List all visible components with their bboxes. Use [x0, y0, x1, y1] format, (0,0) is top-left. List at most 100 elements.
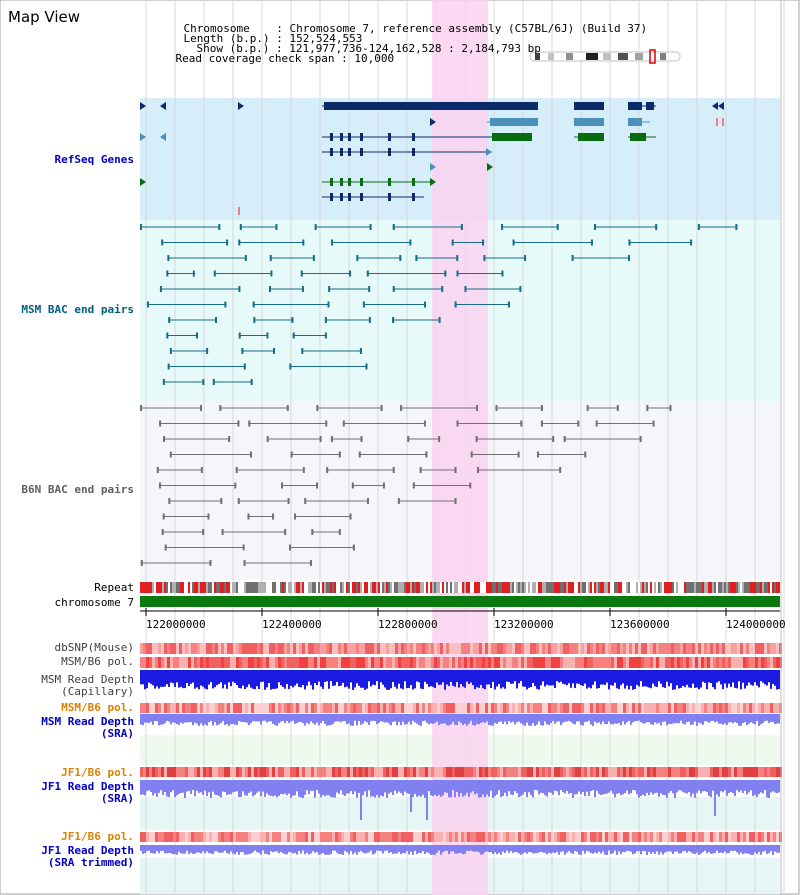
- b6n-bac-end: [287, 498, 290, 504]
- msm-pol2-strip: [329, 703, 332, 713]
- track-label-refseq[interactable]: RefSeq Genes: [54, 153, 134, 166]
- jf1-pol2-strip: [584, 832, 587, 842]
- msm-sra-depth-bar: [456, 714, 458, 725]
- msm-sra-depth-bar: [764, 714, 766, 721]
- msm-cap-depth-bar: [652, 670, 654, 684]
- jf1-sra-depth-bar: [546, 780, 548, 797]
- track-label-b6n-bac[interactable]: B6N BAC end pairs: [21, 483, 134, 496]
- jf1-trim-depth-bar: [526, 845, 528, 854]
- msm-cap-depth-bar: [286, 670, 288, 685]
- msm-pol-strip: [170, 657, 173, 668]
- jf1-trim-depth-bar: [718, 845, 720, 854]
- msm-cap-depth-bar: [242, 670, 244, 686]
- msm-sra-depth-bar: [530, 714, 532, 726]
- jf1-sra-depth-bar: [434, 780, 436, 795]
- msm-sra-depth-bar: [760, 714, 762, 725]
- jf1-pol-strip: [452, 767, 455, 777]
- msm-sra-depth-bar: [692, 714, 694, 725]
- jf1-trim-depth-bar: [342, 845, 344, 855]
- jf1-pol2-strip: [638, 832, 641, 842]
- msm-sra-depth-bar: [626, 714, 628, 723]
- b6n-bac-end: [577, 420, 580, 427]
- jf1-sra-depth-bar: [192, 780, 194, 790]
- msm-cap-depth-bar: [340, 670, 342, 686]
- jf1-pol2-strip: [719, 832, 722, 842]
- jf1-sra-depth-bar: [520, 780, 522, 797]
- msm-cap-depth-bar: [164, 670, 166, 687]
- msm-pol-strip: [212, 657, 215, 668]
- jf1-pol2-strip: [194, 832, 197, 842]
- jf1-trim-depth-bar: [436, 845, 438, 853]
- msm-bac-end: [202, 379, 205, 385]
- msm-sra-depth-bar: [490, 714, 492, 726]
- jf1-pol2-strip: [467, 832, 470, 842]
- msm-cap-depth-bar: [236, 670, 238, 686]
- jf1-sra-depth-bar: [466, 780, 468, 793]
- jf1-pol-strip: [161, 767, 164, 777]
- msm-sra-depth-bar: [210, 714, 212, 722]
- jf1-trim-depth-bar: [416, 845, 418, 855]
- msm-cap-depth-bar: [690, 670, 692, 688]
- msm-pol2-strip: [689, 703, 692, 713]
- dbsnp-strip: [242, 643, 245, 654]
- msm-pol2-strip: [155, 703, 158, 713]
- msm-sra-depth-bar: [566, 714, 568, 722]
- jf1-pol2-strip: [269, 832, 272, 842]
- msm-pol-strip: [488, 657, 491, 668]
- jf1-pol2-strip: [188, 832, 191, 842]
- msm-cap-depth-bar: [622, 670, 624, 684]
- msm-cap-depth-bar: [504, 670, 506, 689]
- gene-exon: [330, 133, 333, 141]
- msm-cap-depth-bar: [420, 670, 422, 689]
- b6n-bac-end: [140, 405, 143, 411]
- jf1-sra-depth-bar: [570, 780, 572, 793]
- jf1-trim-depth-bar: [328, 845, 330, 855]
- jf1-sra-depth-bar: [300, 780, 302, 798]
- jf1-pol-strip: [662, 767, 665, 777]
- repeat-mark: [580, 582, 582, 593]
- msm-cap-depth-bar: [756, 670, 758, 686]
- msm-sra-depth-bar: [684, 714, 686, 725]
- jf1-sra-depth-bar: [760, 780, 762, 793]
- msm-pol2-strip: [347, 703, 350, 713]
- jf1-sra-depth-bar: [262, 780, 264, 792]
- msm-pol-strip: [491, 657, 494, 668]
- msm-pol2-strip: [431, 703, 434, 713]
- msm-sra-depth-bar: [582, 714, 584, 726]
- msm-pol2-strip: [659, 703, 662, 713]
- msm-pol2-strip: [146, 703, 149, 713]
- msm-cap-depth-bar: [404, 670, 406, 682]
- dbsnp-strip: [494, 643, 497, 654]
- jf1-trim-depth-bar: [298, 845, 300, 851]
- jf1-sra-depth-bar: [680, 780, 682, 791]
- msm-pol2-strip: [434, 703, 437, 713]
- jf1-pol2-strip: [395, 832, 398, 842]
- repeat-mark: [464, 582, 466, 593]
- msm-sra-depth-bar: [398, 714, 400, 722]
- msm-cap-depth-bar: [154, 670, 156, 689]
- jf1-sra-depth-bar: [306, 780, 308, 791]
- msm-pol2-strip: [707, 703, 710, 713]
- msm-pol2-strip: [620, 703, 623, 713]
- msm-pol2-strip: [584, 703, 587, 713]
- msm-pol-strip: [392, 657, 395, 668]
- msm-pol2-strip: [425, 703, 428, 713]
- jf1-trim-depth-bar: [318, 845, 320, 855]
- jf1-trim-depth-bar: [410, 845, 412, 852]
- msm-sra-depth-bar: [580, 714, 582, 725]
- jf1-sra-depth-bar: [670, 780, 672, 791]
- msm-pol-strip: [410, 657, 413, 668]
- jf1-pol2-strip: [365, 832, 368, 842]
- track-label-msm-bac[interactable]: MSM BAC end pairs: [21, 303, 134, 316]
- jf1-trim-depth-bar: [280, 845, 282, 852]
- jf1-sra-depth-bar: [718, 780, 720, 797]
- jf1-sra-depth-bar: [146, 780, 148, 792]
- jf1-pol-strip: [581, 767, 584, 777]
- msm-sra-depth-bar: [360, 714, 362, 725]
- msm-pol-strip: [182, 657, 185, 668]
- jf1-pol2-strip: [764, 832, 767, 842]
- jf1-pol2-strip: [716, 832, 719, 842]
- jf1-trim-depth-bar: [460, 845, 462, 853]
